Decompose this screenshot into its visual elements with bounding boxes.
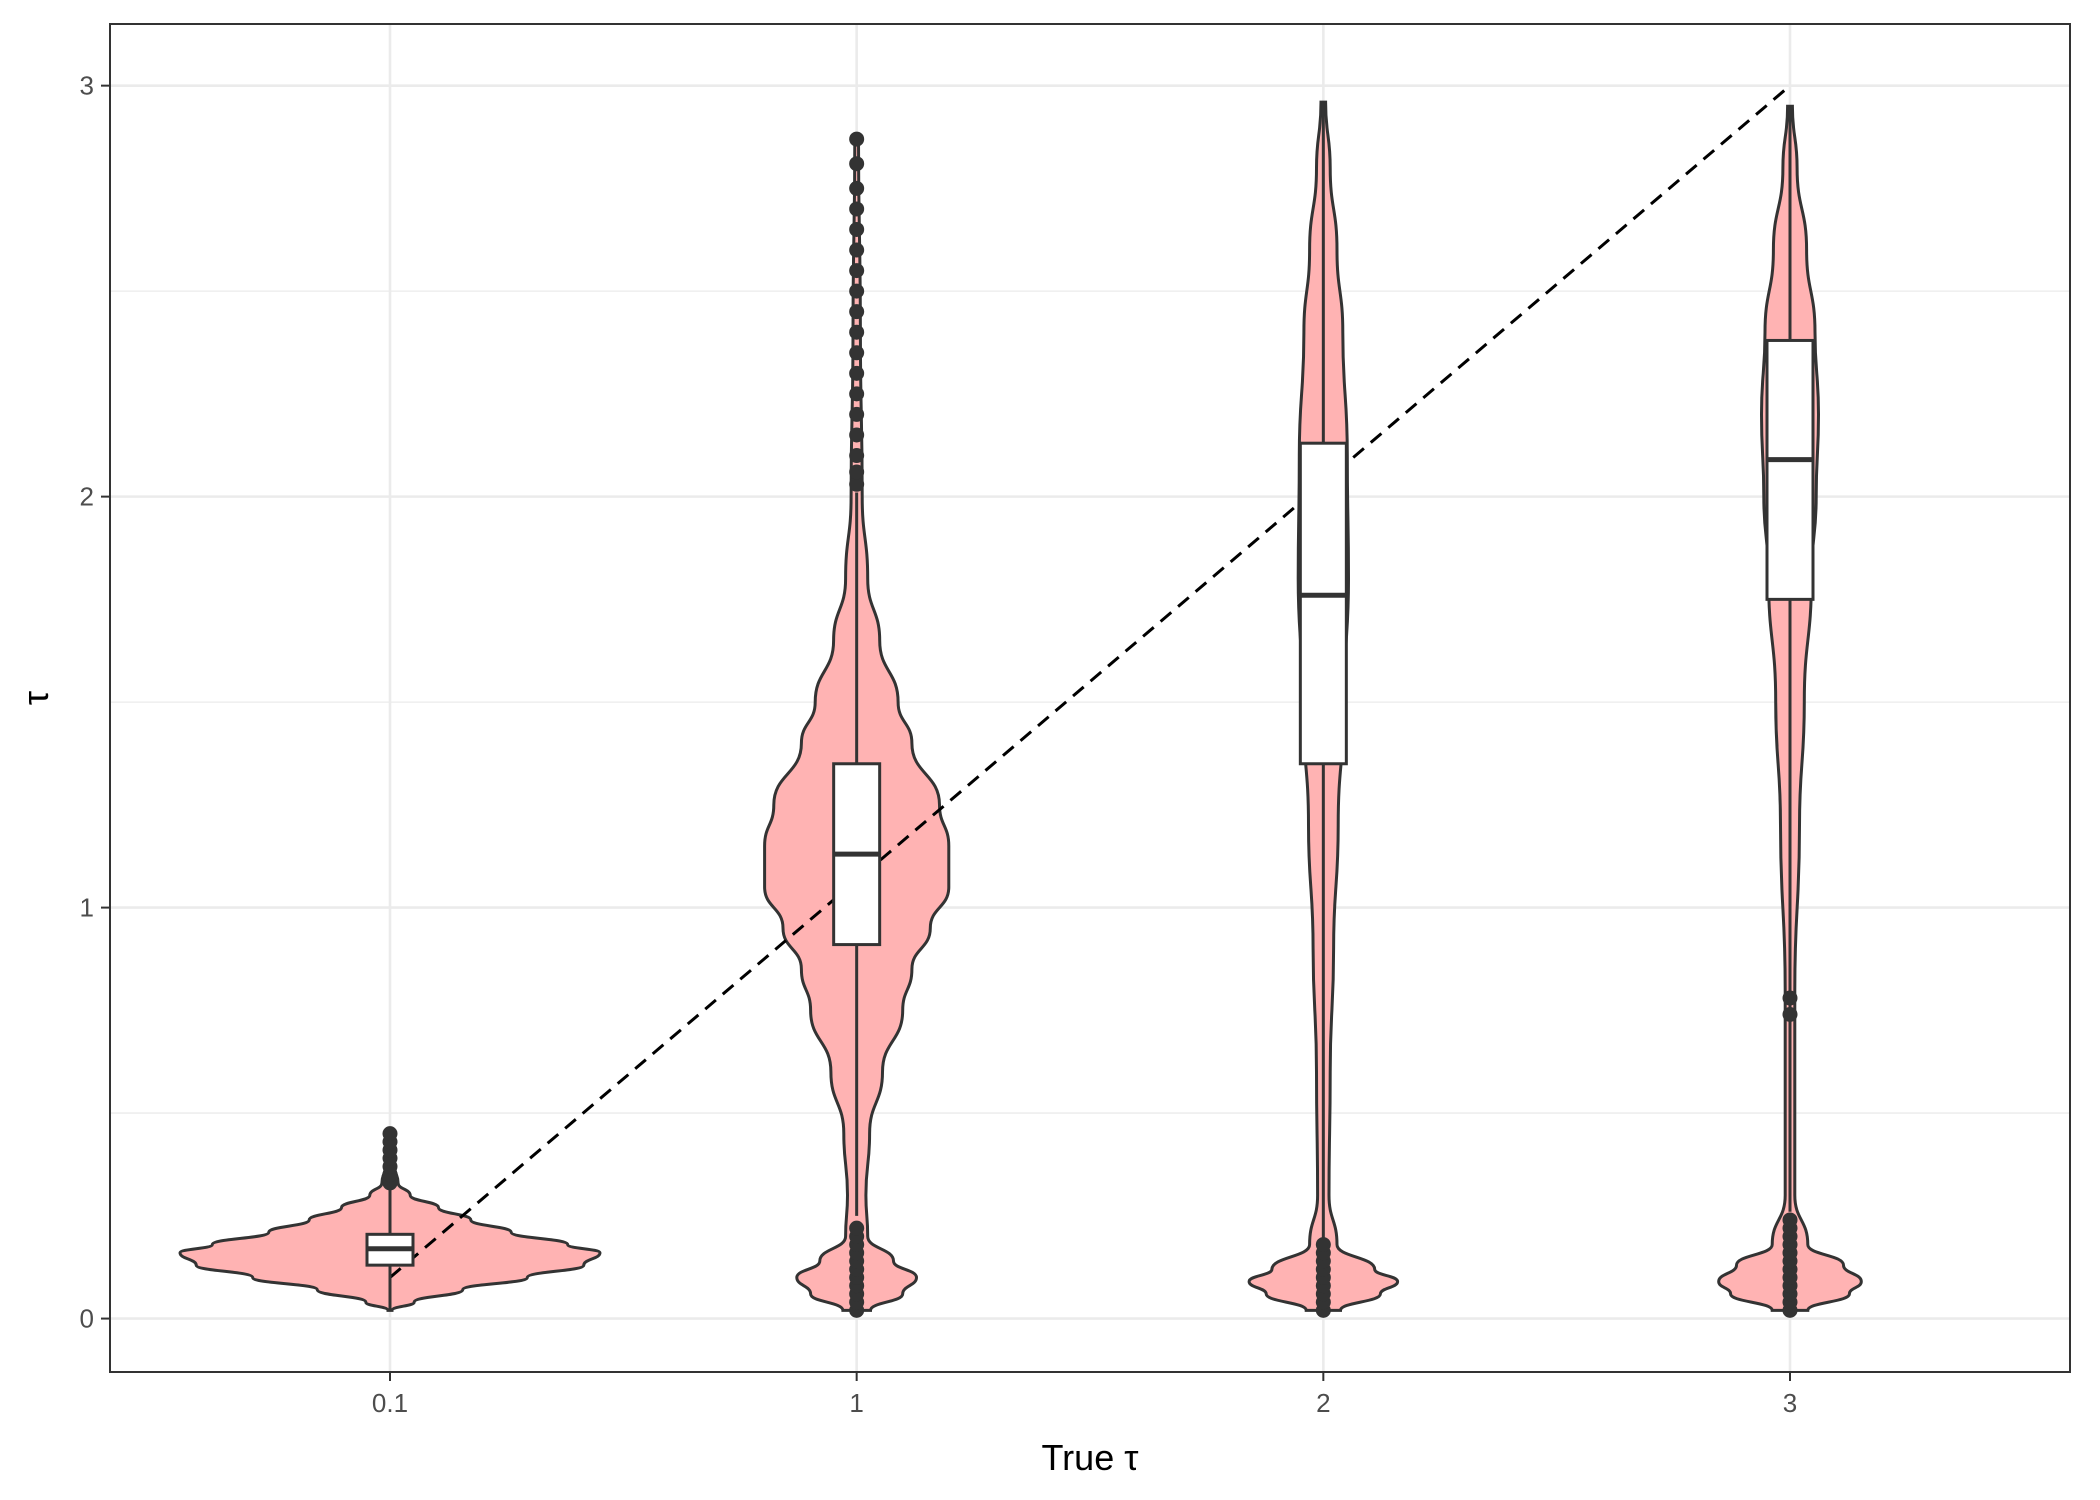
outlier-point-1	[849, 242, 865, 258]
outlier-point-1	[849, 283, 865, 299]
outlier-point-1	[849, 180, 865, 196]
outlier-point-1	[849, 1220, 865, 1236]
outlier-point-1	[849, 201, 865, 217]
outlier-point-3	[1782, 1212, 1798, 1228]
y-tick-label: 0	[80, 1304, 94, 1334]
outlier-points	[382, 131, 1798, 1318]
outlier-point-1	[849, 406, 865, 422]
outlier-point-1	[849, 324, 865, 340]
x-tick-label: 0.1	[372, 1388, 408, 1418]
y-tick-label: 1	[80, 893, 94, 923]
outlier-point-1	[849, 304, 865, 320]
box-3	[1765, 338, 1815, 601]
x-tick-label: 1	[849, 1388, 863, 1418]
outlier-point-1	[849, 476, 865, 492]
outlier-point-1	[849, 365, 865, 381]
outlier-point-2	[1315, 1237, 1331, 1253]
violins	[178, 100, 1863, 1312]
y-tick-label: 2	[80, 482, 94, 512]
outlier-point-3	[1782, 1006, 1798, 1022]
axes: 0 1 2 3 0.1 1 2 3	[80, 71, 1798, 1418]
outlier-point-1	[849, 131, 865, 147]
outlier-point-1	[849, 448, 865, 464]
x-tick-label: 3	[1783, 1388, 1797, 1418]
outlier-point-3	[1782, 990, 1798, 1006]
outlier-point-1	[849, 221, 865, 237]
y-axis-title: τ	[15, 691, 56, 705]
x-axis-title: True τ	[1042, 1437, 1139, 1478]
outlier-point-1	[849, 464, 865, 480]
outlier-point-0.1	[382, 1126, 398, 1142]
boxplots	[365, 102, 1815, 1311]
x-tick-label: 2	[1316, 1388, 1330, 1418]
box-2	[1298, 441, 1348, 766]
outlier-point-1	[849, 345, 865, 361]
outlier-point-1	[849, 386, 865, 402]
outlier-point-1	[849, 156, 865, 172]
identity-reference-line	[389, 84, 1791, 1279]
outlier-point-1	[849, 263, 865, 279]
panel-border	[109, 23, 2071, 1373]
y-tick-label: 3	[80, 71, 94, 101]
reference-line-layer	[389, 84, 1791, 1279]
outlier-point-1	[849, 427, 865, 443]
